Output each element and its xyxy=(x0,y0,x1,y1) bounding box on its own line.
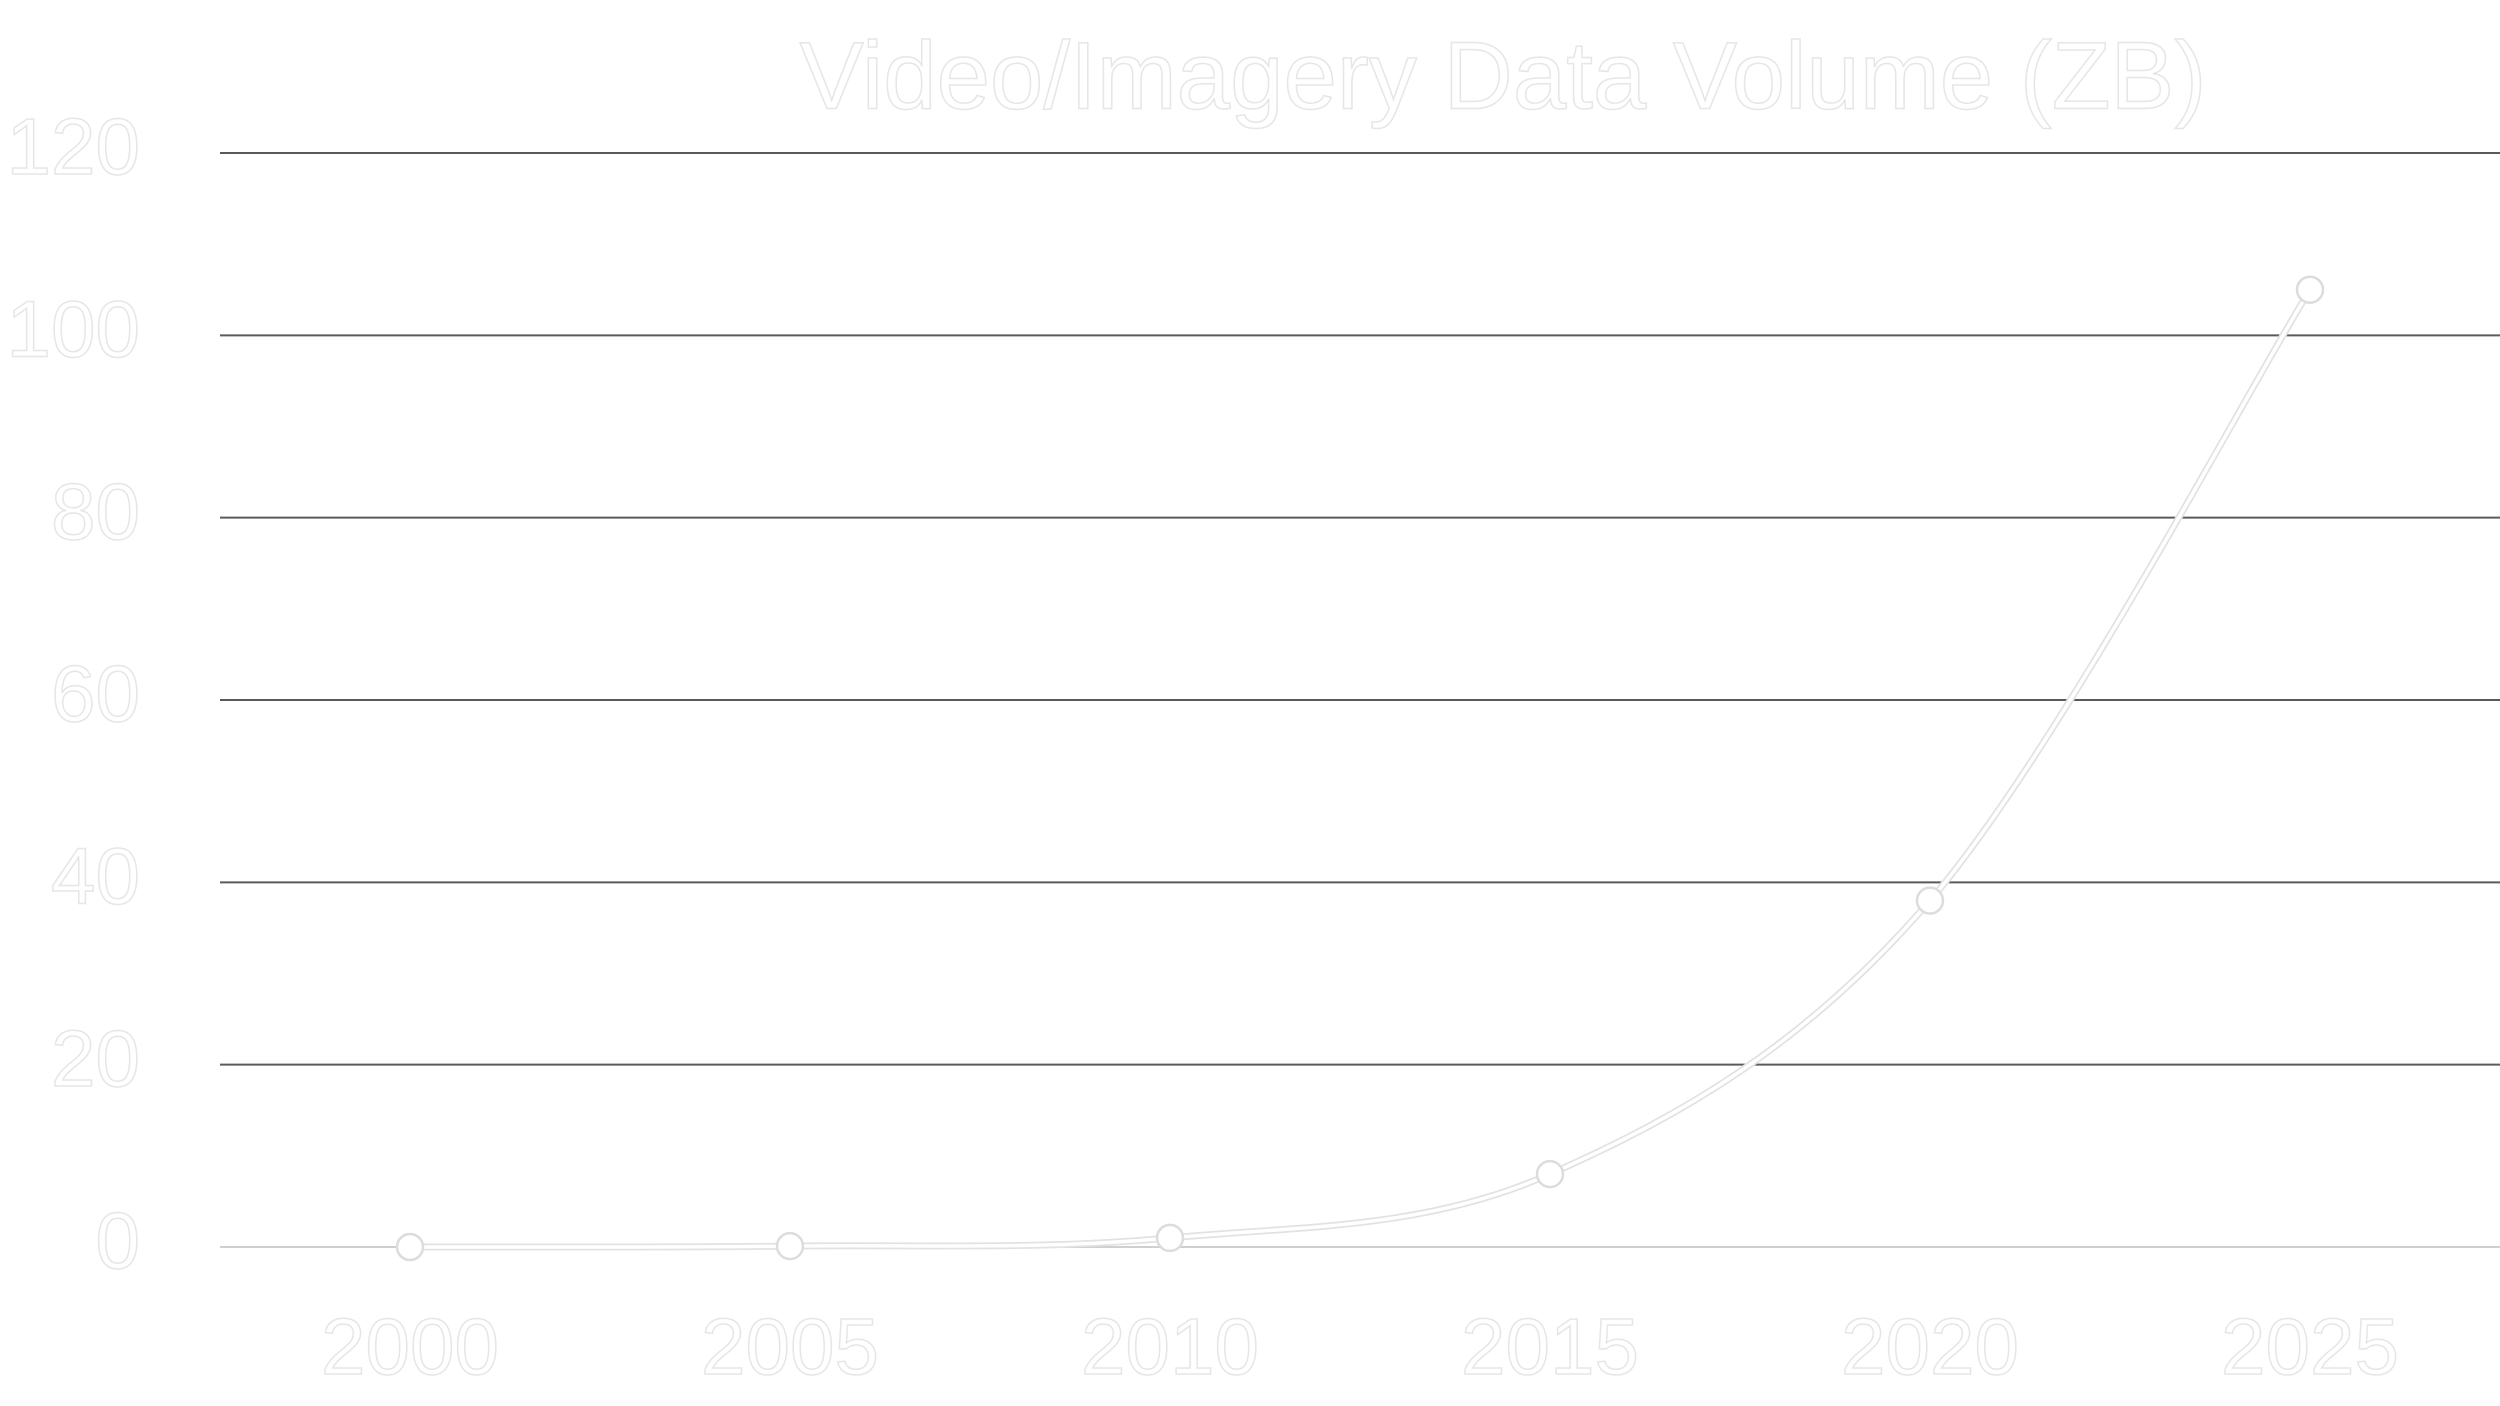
data-point xyxy=(395,1232,425,1262)
y-tick-label: 0 xyxy=(96,1196,141,1285)
x-tick-label: 2010 xyxy=(1081,1302,1259,1391)
y-tick-label: 60 xyxy=(51,649,140,738)
data-point xyxy=(775,1231,805,1261)
y-tick-label: 80 xyxy=(51,467,140,556)
x-tick-label: 2000 xyxy=(321,1302,499,1391)
data-point xyxy=(2295,275,2325,304)
data-line-core xyxy=(409,288,2312,1249)
data-point xyxy=(1915,886,1945,915)
y-tick-label: 100 xyxy=(7,284,140,373)
data-point xyxy=(1535,1159,1565,1189)
data-point xyxy=(1155,1223,1185,1253)
chart-title: Video/Imagery Data Volume (ZB) xyxy=(800,22,2207,129)
x-tick-label: 2005 xyxy=(701,1302,879,1391)
y-tick-label: 20 xyxy=(51,1014,140,1103)
x-tick-label: 2025 xyxy=(2221,1302,2399,1391)
x-tick-label: 2015 xyxy=(1461,1302,1639,1391)
x-tick-label: 2020 xyxy=(1841,1302,2019,1391)
y-tick-label: 40 xyxy=(51,831,140,920)
y-tick-label: 120 xyxy=(7,102,140,191)
